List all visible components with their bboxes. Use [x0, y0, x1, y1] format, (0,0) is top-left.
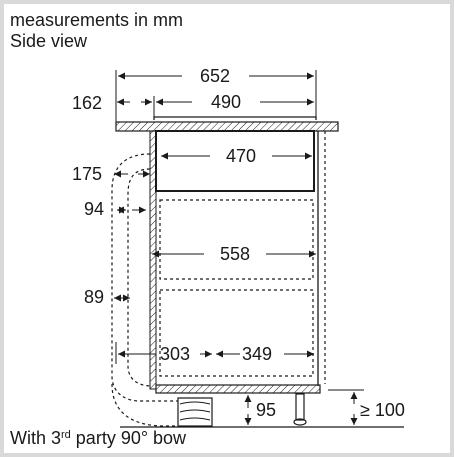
drawer-top [159, 199, 314, 280]
duct-bend [111, 383, 180, 427]
plinth-foot [295, 393, 305, 421]
view-caption: Side view [10, 31, 88, 51]
units-caption: measurements in mm [10, 10, 184, 30]
dim-89-label: 89 [84, 287, 104, 307]
plinth-foot-base [293, 418, 307, 426]
dim-490-label: 490 [211, 92, 241, 112]
dim-95-label: 95 [256, 400, 276, 420]
footer-caption: With 3rd party 90° bow [10, 428, 186, 449]
dim-303-label: 303 [160, 344, 190, 364]
worktop [115, 121, 339, 132]
dim-470-label: 470 [226, 146, 256, 166]
dim-94-label: 94 [84, 199, 104, 219]
side-view-drawing: 652 162 490 470 175 94 558 89 303 [72, 66, 405, 428]
dim-652-label: 652 [200, 66, 230, 86]
base-board [155, 384, 321, 394]
dim-558-label: 558 [220, 244, 250, 264]
rear-panel [149, 130, 157, 390]
hob-glass [153, 116, 317, 120]
drawer-bottom [159, 289, 314, 377]
footer-superscript: rd [61, 429, 71, 441]
dim-175-label: 175 [72, 164, 102, 184]
duct-outline [111, 153, 180, 402]
dim-162-label: 162 [72, 93, 102, 113]
dim-349-label: 349 [242, 344, 272, 364]
footer-prefix: With 3 [10, 428, 62, 448]
outlet-grille [177, 397, 213, 427]
dim-100-label: ≥ 100 [360, 400, 405, 420]
footer-suffix: party 90° bow [70, 428, 187, 448]
diagram-frame: measurements in mm Side view [4, 4, 450, 453]
